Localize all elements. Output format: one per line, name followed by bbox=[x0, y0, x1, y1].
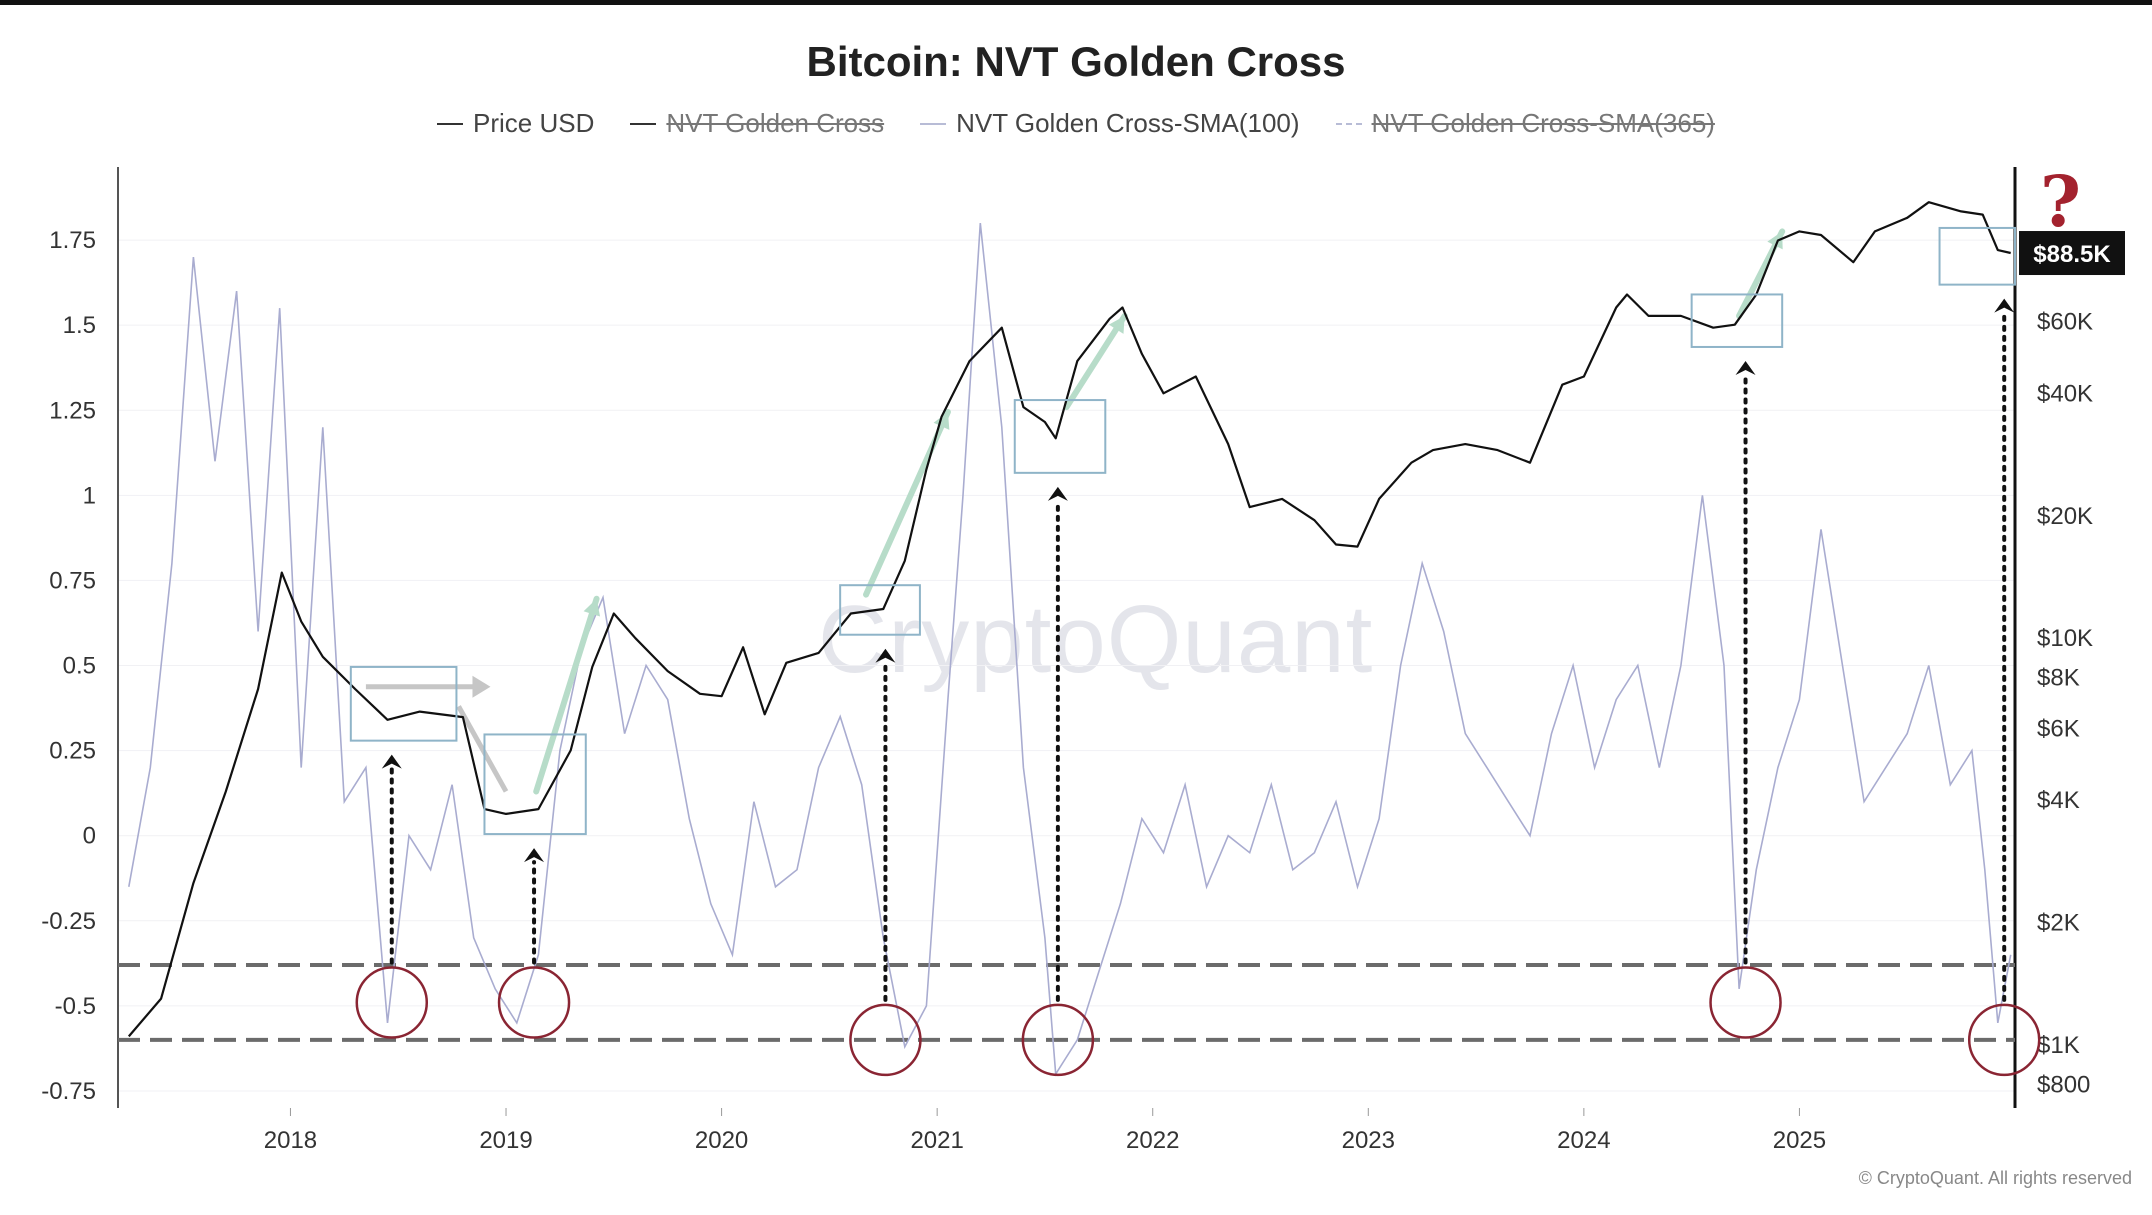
left-tick-label: 1 bbox=[83, 482, 96, 509]
question-mark: ? bbox=[2040, 160, 2082, 243]
highlight-box bbox=[1690, 293, 1784, 348]
right-tick-label: $40K bbox=[2037, 380, 2093, 407]
legend-item-sma100[interactable]: NVT Golden Cross-SMA(100) bbox=[920, 108, 1300, 139]
signal-circle bbox=[497, 966, 571, 1039]
left-tick-label: 1.25 bbox=[49, 397, 96, 424]
right-tick-label: $20K bbox=[2037, 503, 2093, 530]
x-tick-label: 2018 bbox=[264, 1127, 317, 1154]
x-tick-label: 2019 bbox=[479, 1127, 532, 1154]
highlight-box bbox=[839, 584, 921, 636]
signal-arrowhead bbox=[524, 848, 545, 863]
legend-swatch-sma365 bbox=[1335, 122, 1362, 125]
x-tick-label: 2024 bbox=[1557, 1127, 1610, 1154]
right-tick-label: $6K bbox=[2037, 715, 2080, 742]
signal-arrowhead bbox=[381, 754, 402, 769]
signal-arrowhead bbox=[1735, 360, 1756, 375]
left-tick-label: 1.75 bbox=[49, 227, 96, 254]
left-tick-label: 1.5 bbox=[63, 312, 96, 339]
signal-circle bbox=[1709, 966, 1782, 1039]
legend-item-nvt[interactable]: NVT Golden Cross bbox=[630, 108, 884, 139]
legend-label-sma100: NVT Golden Cross-SMA(100) bbox=[956, 108, 1300, 138]
trend-arrow bbox=[1063, 312, 1128, 411]
signal-arrowhead bbox=[1994, 298, 2015, 313]
x-tick-label: 2023 bbox=[1342, 1127, 1395, 1154]
price-line bbox=[127, 201, 2011, 1038]
right-tick-label: $10K bbox=[2037, 625, 2093, 652]
highlight-box bbox=[1938, 226, 2017, 286]
chart-title: Bitcoin: NVT Golden Cross bbox=[806, 38, 1346, 85]
x-tick-label: 2022 bbox=[1126, 1127, 1179, 1154]
right-tick-label: $60K bbox=[2037, 309, 2093, 336]
legend-swatch-price bbox=[437, 122, 464, 125]
legend-swatch-nvt bbox=[630, 122, 657, 125]
current-price-label: $88.5K bbox=[2033, 241, 2111, 268]
right-tick-label: $800 bbox=[2037, 1071, 2090, 1098]
sma100-line bbox=[128, 223, 2012, 1077]
right-tick-label: $2K bbox=[2037, 910, 2080, 937]
right-tick-label: $1K bbox=[2037, 1032, 2080, 1059]
trend-arrow bbox=[533, 595, 600, 795]
x-tick-label: 2025 bbox=[1773, 1127, 1826, 1154]
highlight-box bbox=[483, 733, 587, 836]
signal-circle bbox=[1021, 1003, 1095, 1077]
signal-circle bbox=[849, 1003, 922, 1077]
top-border bbox=[0, 0, 2152, 5]
left-tick-label: 0.5 bbox=[63, 653, 96, 680]
legend-item-sma365[interactable]: NVT Golden Cross-SMA(365) bbox=[1335, 108, 1715, 139]
legend-label-nvt: NVT Golden Cross bbox=[666, 108, 885, 138]
highlight-box bbox=[1013, 399, 1107, 474]
x-tick-label: 2021 bbox=[910, 1127, 963, 1154]
left-tick-label: 0 bbox=[83, 823, 96, 850]
legend-label-price: Price USD bbox=[473, 108, 595, 138]
down-arrow bbox=[456, 705, 509, 793]
signal-arrowhead bbox=[875, 648, 896, 663]
watermark: CryptoQuant bbox=[818, 586, 1374, 693]
legend-item-price[interactable]: Price USD bbox=[437, 108, 594, 139]
left-tick-label: 0.75 bbox=[49, 567, 96, 594]
left-tick-label: 0.25 bbox=[49, 738, 96, 765]
legend-swatch-sma100 bbox=[920, 122, 947, 125]
left-tick-label: -0.5 bbox=[55, 993, 96, 1020]
left-tick-label: -0.75 bbox=[41, 1078, 96, 1105]
trend-arrowhead bbox=[1108, 315, 1125, 334]
signal-arrowhead bbox=[1047, 486, 1068, 501]
current-price-tag bbox=[2019, 231, 2125, 276]
legend-label-sma365: NVT Golden Cross-SMA(365) bbox=[1371, 108, 1715, 138]
trend-arrowhead bbox=[583, 598, 601, 617]
chart-legend: Price USD NVT Golden Cross NVT Golden Cr… bbox=[0, 108, 2152, 139]
x-tick-label: 2020 bbox=[695, 1127, 748, 1154]
range-arrowhead bbox=[472, 675, 491, 698]
credits: © CryptoQuant. All rights reserved bbox=[1858, 1168, 2132, 1188]
left-tick-label: -0.25 bbox=[41, 908, 96, 935]
signal-circle bbox=[355, 966, 429, 1039]
right-tick-label: $4K bbox=[2037, 787, 2080, 814]
signal-circle bbox=[1967, 1003, 2041, 1077]
trend-arrowhead bbox=[1767, 231, 1783, 250]
right-tick-label: $8K bbox=[2037, 665, 2080, 692]
highlight-box bbox=[349, 665, 458, 742]
